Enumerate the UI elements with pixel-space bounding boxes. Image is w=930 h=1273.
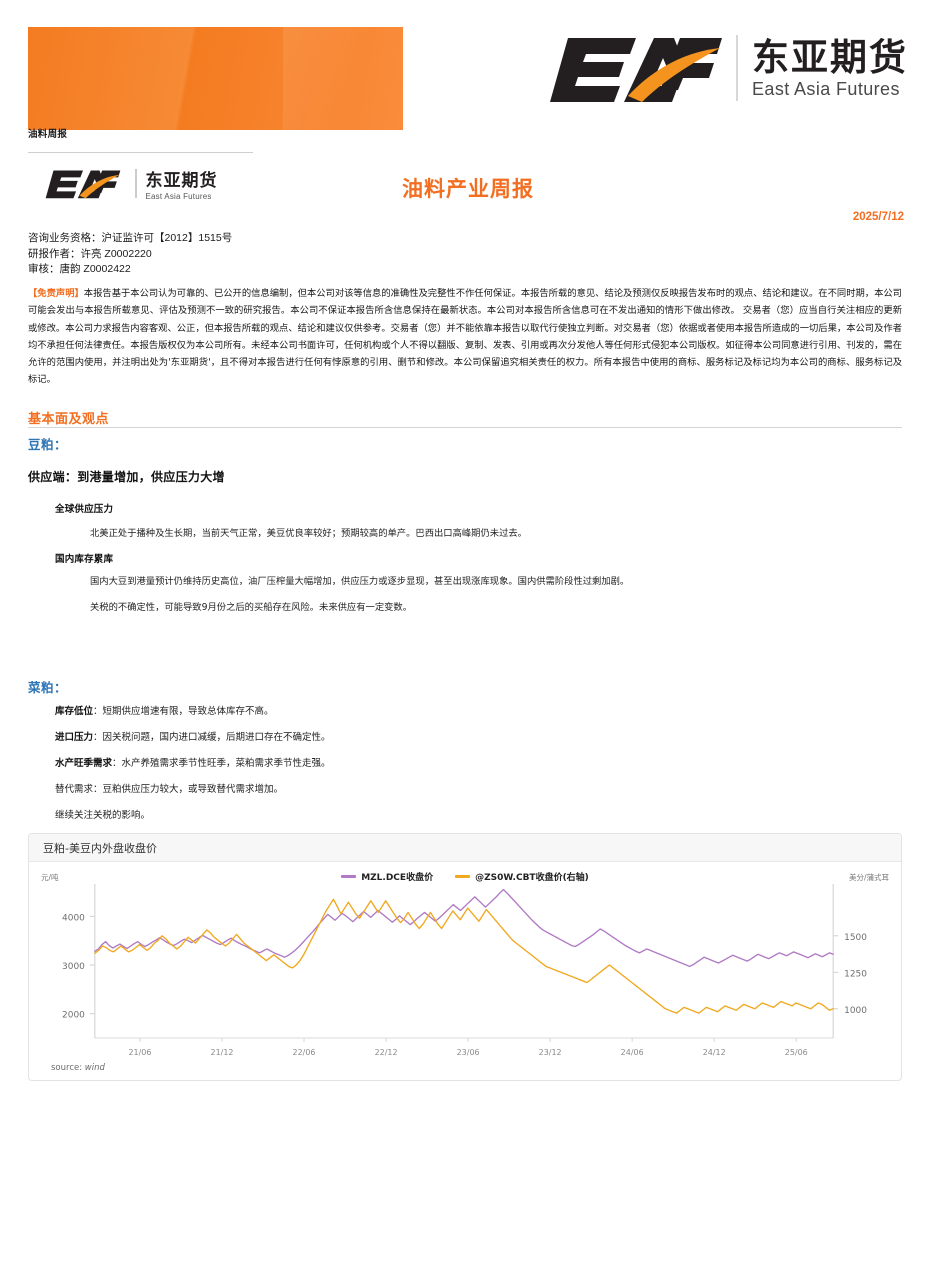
legend-swatch-zs0w	[455, 875, 471, 878]
chart-body: 元/吨 美分/蒲式耳 MZL.DCE收盘价 @ZS0W.CBT收盘价(右轴) 2…	[29, 862, 901, 1081]
svg-text:24/06: 24/06	[621, 1048, 644, 1057]
svg-text:1250: 1250	[844, 969, 867, 979]
soymeal-global-subheading: 全球供应压力	[55, 504, 114, 515]
subsection-heading-rapeseed-meal: 菜粕：	[28, 680, 68, 695]
legend-swatch-mzl	[341, 875, 357, 878]
disclaimer-text: 本报告基于本公司认为可靠的、已公开的信息编制，但本公司对该等信息的准确性及完整性…	[28, 288, 902, 386]
svg-text:23/12: 23/12	[539, 1048, 562, 1057]
svg-text:1500: 1500	[844, 933, 867, 943]
svg-text:22/12: 22/12	[375, 1048, 398, 1057]
eaf-logomark-small-icon	[40, 167, 126, 200]
secondary-brand-name-cn: 东亚期货	[145, 171, 218, 191]
rapeseed-point-inventory-label: 库存低位	[55, 706, 94, 717]
chart-legend: MZL.DCE收盘价 @ZS0W.CBT收盘价(右轴)	[29, 870, 901, 883]
meta-qualification: 咨询业务资格：沪证监许可【2012】1515号	[28, 232, 233, 244]
chart-source-value: wind	[84, 1063, 105, 1073]
rapeseed-point-aquaculture-label: 水产旺季需求	[55, 758, 113, 769]
rapeseed-point-aquaculture-text: ：水产养殖需求季节性旺季，菜粕需求季节性走强。	[112, 758, 331, 769]
section-divider-fundamentals	[28, 427, 902, 428]
logo-divider	[736, 35, 738, 101]
rapeseed-point-substitution-text: ：豆粕供应压力较大，或导致替代需求增加。	[93, 784, 284, 795]
meta-author: 研报作者：许亮 Z0002220	[28, 247, 152, 260]
section-heading-fundamentals: 基本面及观点	[28, 412, 110, 427]
document-kicker: 油料周报	[28, 129, 68, 140]
report-meta: 咨询业务资格：沪证监许可【2012】1515号 研报作者：许亮 Z0002220…	[28, 231, 232, 278]
soymeal-global-text: 北美正处于播种及生长期，当前天气正常，美豆优良率较好；预期较高的单产。巴西出口高…	[90, 528, 527, 539]
secondary-logo-divider	[135, 169, 137, 198]
rapeseed-point-aquaculture: 水产旺季需求：水产养殖需求季节性旺季，菜粕需求季节性走强。	[55, 755, 331, 769]
secondary-brand-name-en: East Asia Futures	[145, 192, 212, 201]
chart-card: 豆粕-美豆内外盘收盘价 元/吨 美分/蒲式耳 MZL.DCE收盘价 @ZS0W.…	[28, 833, 902, 1081]
page-header: 东亚期货 East Asia Futures 油料周报	[0, 0, 930, 153]
header-orange-banner	[28, 27, 403, 130]
report-subheader: 东亚期货 East Asia Futures 油料产业周报 2025/7/12	[0, 152, 930, 242]
y-axis-unit-left: 元/吨	[41, 873, 59, 882]
rapeseed-point-substitution-label: 替代需求	[55, 784, 94, 795]
report-date: 2025/7/12	[852, 211, 904, 223]
soymeal-domestic-text-1: 国内大豆到港量预计仍维持历史高位，油厂压榨量大幅增加，供应压力或逐步显现，甚至出…	[90, 576, 630, 587]
disclaimer-tag: 【免责声明】	[28, 288, 84, 299]
eaf-logomark-icon	[550, 30, 722, 106]
chart-title: 豆粕-美豆内外盘收盘价	[29, 834, 901, 862]
svg-text:21/06: 21/06	[128, 1048, 151, 1057]
rapeseed-point-import-text: ：因关税问题，国内进口减缓，后期进口存在不确定性。	[93, 732, 331, 743]
svg-text:1000: 1000	[844, 1006, 867, 1016]
y-axis-unit-right: 美分/蒲式耳	[848, 873, 889, 882]
legend-label-mzl: MZL.DCE收盘价	[361, 873, 434, 883]
rapeseed-point-inventory: 库存低位：短期供应增速有限，导致总体库存不高。	[55, 703, 274, 717]
soymeal-domestic-subheading: 国内库存累库	[55, 554, 114, 565]
chart-source-note: source: wind	[51, 1063, 105, 1073]
svg-text:3000: 3000	[62, 962, 85, 972]
svg-text:25/06: 25/06	[785, 1048, 808, 1057]
rapeseed-point-import: 进口压力：因关税问题，国内进口减缓，后期进口存在不确定性。	[55, 729, 331, 743]
svg-text:24/12: 24/12	[703, 1048, 726, 1057]
rapeseed-point-inventory-text: ：短期供应增速有限，导致总体库存不高。	[93, 706, 274, 717]
rapeseed-closing-note: 继续关注关税的影响。	[55, 810, 151, 821]
legend-label-zs0w: @ZS0W.CBT收盘价(右轴)	[475, 873, 589, 883]
price-line-chart: 2000 3000 4000 1000 1250 1500 21/06 21/12 22/06 2…	[62, 884, 867, 1057]
rapeseed-point-import-label: 进口压力	[55, 732, 94, 743]
chart-source-label: source:	[51, 1063, 83, 1073]
rapeseed-point-substitution: 替代需求：豆粕供应压力较大，或导致替代需求增加。	[55, 781, 283, 795]
subsection-heading-soymeal: 豆粕：	[28, 437, 68, 452]
soymeal-supply-heading: 供应端：到港量增加，供应压力大增	[28, 470, 225, 484]
secondary-brand-logo: 东亚期货 East Asia Futures	[40, 166, 218, 201]
soymeal-domestic-text-2: 关税的不确定性，可能导致9月份之后的买船存在风险。未来供应有一定变数。	[90, 602, 413, 613]
svg-text:2000: 2000	[62, 1011, 85, 1021]
legend-item-zs0w: @ZS0W.CBT收盘价(右轴)	[455, 870, 589, 883]
legend-item-mzl: MZL.DCE收盘价	[341, 870, 433, 883]
svg-text:23/06: 23/06	[457, 1048, 480, 1057]
meta-reviewer: 审核：唐韵 Z0002422	[28, 263, 131, 275]
header-divider	[28, 152, 253, 153]
brand-name-cn: 东亚期货	[752, 35, 908, 79]
brand-name-en: East Asia Futures	[752, 78, 900, 99]
page-title: 油料产业周报	[402, 177, 534, 201]
svg-text:22/06: 22/06	[293, 1048, 316, 1057]
disclaimer-block: 【免责声明】本报告基于本公司认为可靠的、已公开的信息编制，但本公司对该等信息的准…	[28, 285, 902, 389]
svg-text:4000: 4000	[62, 913, 85, 923]
svg-text:21/12: 21/12	[211, 1048, 234, 1057]
brand-logo: 东亚期货 East Asia Futures	[550, 30, 908, 106]
